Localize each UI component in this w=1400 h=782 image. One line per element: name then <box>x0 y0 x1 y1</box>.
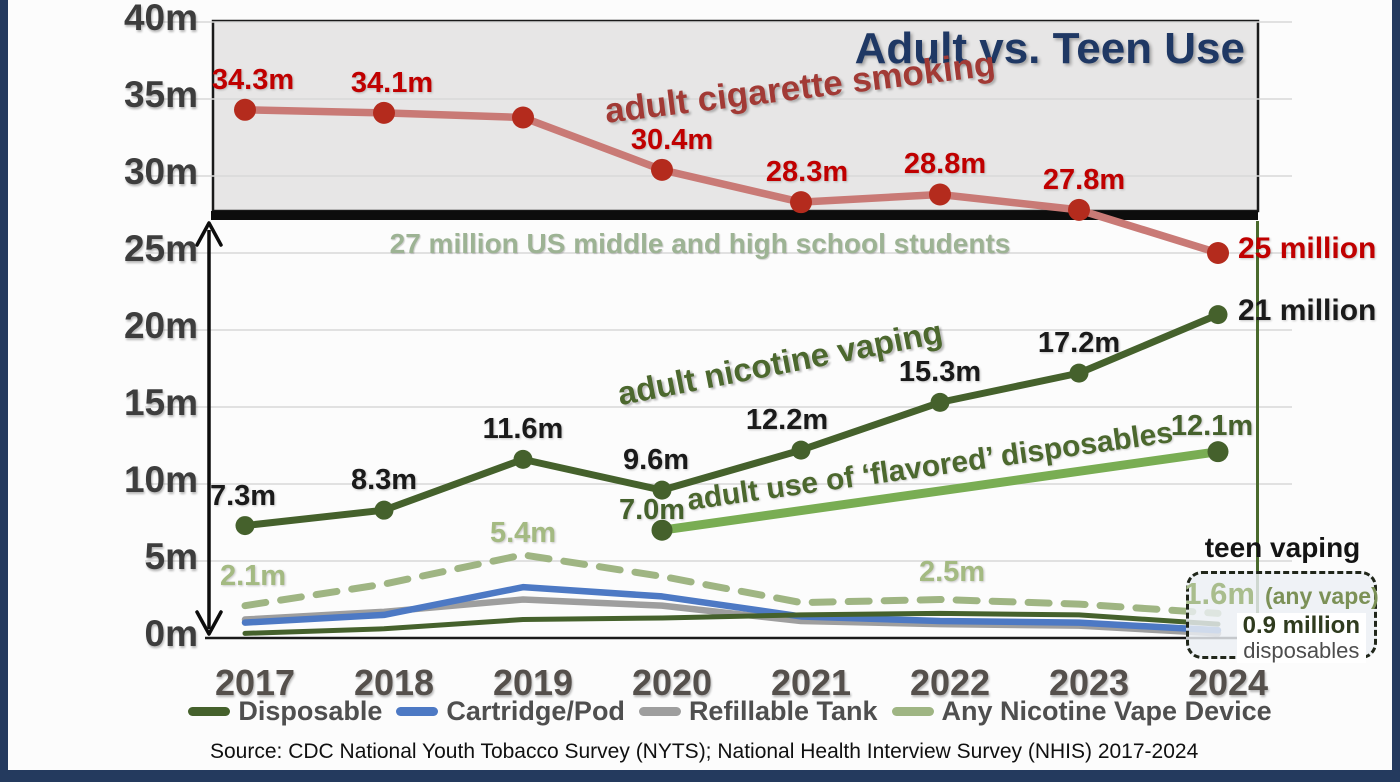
x-axis-label-2024: 2024 <box>1187 662 1269 703</box>
dot-adult_cigarette_smoking-2023 <box>1068 198 1090 221</box>
x-axis-label-2021: 2021 <box>770 662 852 703</box>
x-axis-label-2022: 2022 <box>909 662 991 703</box>
dot-adult_cigarette_smoking-2018 <box>373 101 395 124</box>
x-axis-label-2017: 2017 <box>214 662 296 703</box>
teen-range-arrow-head-bottom <box>195 610 223 636</box>
source-note: Source: CDC National Youth Tobacco Surve… <box>210 740 1199 763</box>
y-axis-label-10m: 10m <box>123 459 198 500</box>
data-label-adult_nicotine_vaping-2022: 15.3m <box>898 356 982 389</box>
dot-adult_nicotine_vaping-2023 <box>1069 363 1089 383</box>
y-axis-label-15m: 15m <box>123 382 198 423</box>
dot-adult_cigarette_smoking-2024 <box>1207 242 1229 264</box>
dot-adult_flavored_disposables-2020 <box>651 519 673 541</box>
data-label-adult_flavored_disposables-2024: 12.1m <box>1170 409 1254 442</box>
y-axis-label-0m: 0m <box>144 613 198 654</box>
teen-vaping-callout-box: 1.6m (any vape) 0.9 million disposables <box>1184 571 1379 663</box>
line-teen_cartridge_pod <box>241 583 1222 634</box>
data-label-adult_nicotine_vaping-2024: 21 million <box>1238 293 1377 327</box>
dot-adult_cigarette_smoking-2017 <box>234 98 256 121</box>
teen-disposables-suffix: disposables <box>1243 637 1360 663</box>
y-axis-label-5m: 5m <box>144 536 198 577</box>
data-label-adult_nicotine_vaping-2023: 17.2m <box>1037 327 1121 360</box>
dot-adult_nicotine_vaping-2022 <box>930 392 950 412</box>
data-label-adult_cigarette_smoking-2024: 25 million <box>1238 232 1377 265</box>
teen-disposables-value: 0.9 million <box>1242 612 1360 639</box>
dot-adult_nicotine_vaping-2018 <box>374 500 394 520</box>
data-label-adult_cigarette_smoking-2023: 27.8m <box>1042 163 1126 196</box>
teen-any-vape-value: 1.6m <box>1184 576 1255 611</box>
line-teen_disposable <box>242 610 1221 636</box>
slide-frame-bottom <box>0 770 1400 782</box>
data-label-teen_any_vape-2017: 2.1m <box>219 559 287 592</box>
slide-frame-right <box>1392 0 1400 782</box>
y-axis-label-30m: 30m <box>123 151 198 192</box>
y-axis-label-35m: 35m <box>123 74 198 115</box>
legend-label: Any Nicotine Vape Device <box>941 696 1272 726</box>
data-label-adult_cigarette_smoking-2017: 34.3m <box>211 63 295 96</box>
data-label-adult_nicotine_vaping-2020: 9.6m <box>622 444 690 477</box>
x-axis-label-2020: 2020 <box>631 662 713 703</box>
y-axis-label-25m: 25m <box>123 228 198 269</box>
data-label-adult_cigarette_smoking-2020: 30.4m <box>630 123 714 156</box>
dot-adult_nicotine_vaping-2021 <box>791 440 811 460</box>
data-label-adult_nicotine_vaping-2017: 7.3m <box>209 479 277 512</box>
data-label-adult_flavored_disposables-2020: 7.0m <box>618 494 686 527</box>
data-label-teen_any_vape-2019: 5.4m <box>489 516 557 549</box>
dot-adult_cigarette_smoking-2021 <box>790 191 812 214</box>
y-axis-label-20m: 20m <box>123 305 198 346</box>
legend-item-refillable-tank: Refillable Tank <box>638 696 878 727</box>
legend: Disposable Cartridge/Pod Refillable Tank An… <box>188 696 1272 727</box>
reference-line-27m <box>211 211 1258 220</box>
teen-any-vape-suffix: (any vape) <box>1264 583 1379 609</box>
teen-range-arrow-head-top <box>195 221 223 247</box>
data-label-adult_nicotine_vaping-2018: 8.3m <box>350 464 418 497</box>
y-axis-label-40m: 40m <box>123 0 198 38</box>
dot-adult_nicotine_vaping-2024 <box>1208 305 1228 325</box>
dot-adult_cigarette_smoking-2022 <box>929 183 951 206</box>
x-axis-label-2018: 2018 <box>353 662 435 703</box>
annotation-teen-vaping: teen vaping <box>1204 532 1361 563</box>
legend-label: Disposable <box>238 696 383 726</box>
teen-any-vape-row: 1.6m (any vape) <box>1184 576 1378 612</box>
dot-adult_nicotine_vaping-2017 <box>235 516 255 536</box>
data-label-adult_cigarette_smoking-2018: 34.1m <box>350 66 434 99</box>
data-label-adult_nicotine_vaping-2019: 11.6m <box>482 413 564 446</box>
x-axis-label-2023: 2023 <box>1048 662 1130 703</box>
dot-adult_cigarette_smoking-2019 <box>512 106 534 129</box>
chart-title: Adult vs. Teen Use <box>854 24 1245 73</box>
dot-adult_flavored_disposables-2024 <box>1207 441 1229 463</box>
data-label-adult_nicotine_vaping-2021: 12.2m <box>745 404 829 437</box>
annotation-27-million-students: 27 million US middle and high school stu… <box>389 228 1011 259</box>
data-label-adult_cigarette_smoking-2022: 28.8m <box>903 148 987 181</box>
data-label-teen_any_vape-2022: 2.5m <box>918 555 986 588</box>
slide-frame-left <box>0 0 8 782</box>
legend-marker <box>396 707 439 716</box>
legend-marker <box>638 707 681 716</box>
line-adult_cigarette_smoking <box>241 106 1222 257</box>
legend-item-cartridge-pod: Cartridge/Pod <box>396 696 625 727</box>
dot-adult_nicotine_vaping-2020 <box>652 480 672 500</box>
legend-item-any-nicotine-vape-device: Any Nicotine Vape Device <box>891 696 1272 727</box>
line-adult_nicotine_vaping <box>241 311 1222 530</box>
dot-adult_cigarette_smoking-2020 <box>651 158 673 181</box>
legend-marker <box>891 707 934 716</box>
teen-disposables-callout: 0.9 million disposables <box>1236 612 1366 663</box>
year-2024-reference-line <box>1256 221 1259 633</box>
x-axis-label-2019: 2019 <box>492 662 574 703</box>
line-adult_flavored_disposables <box>657 447 1223 535</box>
legend-item-disposable: Disposable <box>188 696 382 727</box>
legend-marker <box>188 707 231 716</box>
legend-label: Cartridge/Pod <box>446 696 625 726</box>
line-teen_any_vape <box>241 551 1222 617</box>
dot-adult_nicotine_vaping-2019 <box>513 449 533 469</box>
data-label-adult_cigarette_smoking-2021: 28.3m <box>765 156 849 189</box>
legend-label: Refillable Tank <box>688 696 878 726</box>
